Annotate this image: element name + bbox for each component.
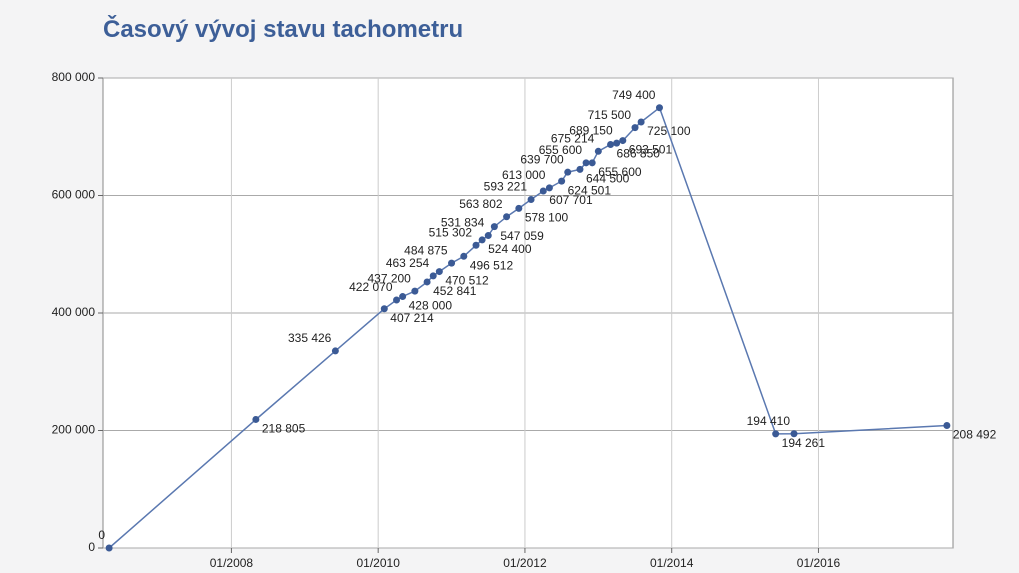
data-label: 639 700 xyxy=(520,152,564,166)
data-point xyxy=(564,168,572,176)
data-label: 675 214 xyxy=(551,131,595,145)
data-label: 194 410 xyxy=(747,414,791,428)
data-point xyxy=(478,236,486,244)
data-label: 749 400 xyxy=(612,88,656,102)
data-point xyxy=(607,140,615,148)
data-point xyxy=(515,204,523,212)
data-label: 0 xyxy=(98,528,105,542)
data-point xyxy=(393,296,401,304)
y-tick-label: 800 000 xyxy=(52,70,96,84)
data-point xyxy=(655,104,663,112)
data-point xyxy=(484,232,492,240)
chart-title: Časový vývoj stavu tachometru xyxy=(103,15,463,43)
data-label: 693 501 xyxy=(629,143,673,157)
data-point xyxy=(435,268,443,276)
data-label: 437 200 xyxy=(367,271,411,285)
data-point xyxy=(105,544,113,552)
data-label: 524 400 xyxy=(488,242,532,256)
data-point xyxy=(943,422,951,430)
data-label: 470 512 xyxy=(445,274,489,288)
data-label: 655 600 xyxy=(539,143,583,157)
data-label: 463 254 xyxy=(386,256,430,270)
data-point xyxy=(423,278,431,286)
data-label: 578 100 xyxy=(525,211,569,225)
data-label: 725 100 xyxy=(647,124,691,138)
data-point xyxy=(490,223,498,231)
data-point xyxy=(558,177,566,185)
data-label: 655 600 xyxy=(598,165,642,179)
data-label: 452 841 xyxy=(433,284,477,298)
data-point xyxy=(637,118,645,126)
data-label: 208 492 xyxy=(953,428,997,442)
x-tick-label: 01/2014 xyxy=(650,556,694,570)
data-point xyxy=(503,213,511,221)
data-point xyxy=(588,159,596,167)
data-point xyxy=(460,252,468,260)
x-tick-label: 01/2016 xyxy=(797,556,841,570)
data-label: 689 150 xyxy=(569,123,613,137)
data-label: 422 070 xyxy=(349,280,393,294)
data-point xyxy=(545,184,553,192)
data-label: 715 500 xyxy=(588,108,632,122)
x-tick-label: 01/2010 xyxy=(356,556,400,570)
data-label: 335 426 xyxy=(288,331,332,345)
data-point xyxy=(582,159,590,167)
data-point xyxy=(331,347,339,355)
data-label: 218 805 xyxy=(262,422,306,436)
y-tick-label: 0 xyxy=(88,540,95,554)
data-point xyxy=(252,415,260,423)
data-point xyxy=(790,430,798,438)
data-point xyxy=(472,241,480,249)
data-label: 607 701 xyxy=(549,193,593,207)
data-label: 515 302 xyxy=(429,225,473,239)
x-tick-label: 01/2008 xyxy=(210,556,254,570)
data-point xyxy=(399,293,407,301)
data-label: 613 000 xyxy=(502,168,546,182)
data-label: 194 261 xyxy=(782,436,826,450)
data-label: 428 000 xyxy=(409,299,453,313)
x-tick-label: 01/2012 xyxy=(503,556,547,570)
data-point xyxy=(411,287,419,295)
data-point xyxy=(576,165,584,173)
data-label: 563 802 xyxy=(459,197,503,211)
data-point xyxy=(613,139,621,147)
data-label: 531 834 xyxy=(441,216,485,230)
y-tick-label: 200 000 xyxy=(52,423,96,437)
data-point xyxy=(594,147,602,155)
data-point xyxy=(772,430,780,438)
data-point xyxy=(380,305,388,313)
data-point xyxy=(539,187,547,195)
y-tick-label: 600 000 xyxy=(52,188,96,202)
data-point xyxy=(448,259,456,267)
data-point xyxy=(619,137,627,145)
data-label: 686 850 xyxy=(617,147,661,161)
data-label: 593 221 xyxy=(484,180,528,194)
data-label: 624 501 xyxy=(568,183,612,197)
y-tick-label: 400 000 xyxy=(52,305,96,319)
data-point xyxy=(527,195,535,203)
data-label: 484 875 xyxy=(404,243,448,257)
data-point xyxy=(429,272,437,280)
data-label: 496 512 xyxy=(470,258,514,272)
data-label: 407 214 xyxy=(390,311,434,325)
data-point xyxy=(631,124,639,132)
data-label: 547 059 xyxy=(500,229,544,243)
data-label: 644 500 xyxy=(586,172,630,186)
